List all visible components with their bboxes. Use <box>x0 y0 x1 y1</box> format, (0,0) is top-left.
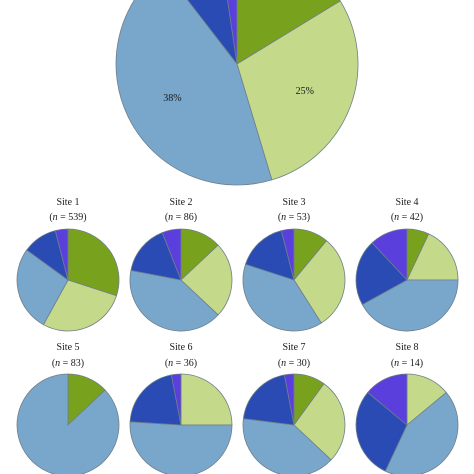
overall-slice-label-light-green: 25% <box>296 86 314 97</box>
overall-pie: 25% 38% <box>115 0 359 186</box>
site-6-slice-light-blue <box>129 421 233 474</box>
site-1-slice-purple <box>54 228 69 281</box>
site-title-7: Site 7 <box>282 342 305 353</box>
site-6-slice-light-green <box>180 373 233 426</box>
site-n-5: (n = 83) <box>52 358 84 369</box>
site-2-slice-light-green <box>180 244 233 316</box>
site-pie-8: Site 8 (n = 14) <box>355 342 459 474</box>
site-4-slice-purple <box>371 228 408 282</box>
site-n-3: (n = 53) <box>278 212 310 223</box>
site-title-6: Site 6 <box>169 342 192 353</box>
site-7-slice-light-green <box>293 383 346 461</box>
site-pie-2: Site 2 (n = 86) <box>129 197 233 332</box>
overall-slice-light-blue <box>115 0 273 186</box>
site-title-4: Site 4 <box>395 197 418 208</box>
site-title-1: Site 1 <box>56 197 79 208</box>
site-7-slice-light-blue <box>242 418 332 474</box>
site-1-slice-dark-green <box>67 228 120 297</box>
site-n-1: (n = 539) <box>49 212 86 223</box>
site-8-slice-dark-blue <box>355 391 408 472</box>
site-n-6: (n = 36) <box>165 358 197 369</box>
site-8-slice-purple <box>367 373 408 426</box>
site-3-slice-light-blue <box>242 263 322 332</box>
site-4-slice-dark-blue <box>355 242 408 306</box>
site-3-slice-purple <box>280 228 295 281</box>
site-6-slice-dark-blue <box>129 374 182 426</box>
site-2-slice-light-blue <box>129 269 219 332</box>
site-pie-1: Site 1 (n = 539) <box>16 197 120 332</box>
site-pie-4: Site 4 (n = 42) <box>355 197 459 332</box>
overall-slice-dark-blue <box>187 0 238 66</box>
site-pie-6: Site 6 (n = 36) <box>129 342 233 474</box>
site-pie-7: Site 7 (n = 30) <box>242 342 346 474</box>
site-2-slice-dark-blue <box>130 232 182 281</box>
site-4-slice-light-blue <box>361 279 459 332</box>
site-pie-3: Site 3 (n = 53) <box>242 197 346 332</box>
site-title-5: Site 5 <box>56 342 79 353</box>
overall-slice-label-light-blue: 38% <box>163 93 181 104</box>
site-1-slice-light-green <box>42 279 118 332</box>
site-6-slice-purple <box>170 373 182 426</box>
site-1-slice-light-blue <box>16 249 69 326</box>
site-n-7: (n = 30) <box>278 358 310 369</box>
site-3-slice-dark-blue <box>244 230 295 281</box>
overall-slice-light-green <box>236 0 359 181</box>
site-4-slice-light-green <box>406 233 459 281</box>
site-title-2: Site 2 <box>169 197 192 208</box>
overall-slice-purple <box>227 0 238 65</box>
site-title-8: Site 8 <box>395 342 418 353</box>
site-3-slice-light-green <box>293 240 346 324</box>
site-7-slice-dark-blue <box>242 374 295 426</box>
site-8-slice-light-blue <box>384 391 459 474</box>
site-7-slice-purple <box>283 373 295 426</box>
site-pie-5: Site 5 (n = 83) <box>16 342 120 474</box>
site-title-3: Site 3 <box>282 197 305 208</box>
site-2-slice-purple <box>161 228 182 281</box>
site-n-4: (n = 42) <box>391 212 423 223</box>
site-n-8: (n = 14) <box>391 358 423 369</box>
site-5-slice-light-blue <box>16 373 120 474</box>
site-n-2: (n = 86) <box>165 212 197 223</box>
